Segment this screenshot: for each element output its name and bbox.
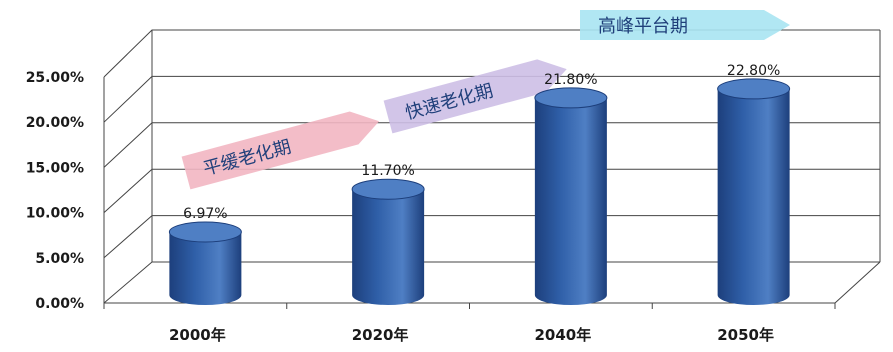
bar-body bbox=[169, 231, 242, 305]
y-tick-label: 15.00% bbox=[26, 160, 84, 176]
arrow-shape bbox=[181, 111, 380, 190]
bar-top bbox=[717, 78, 791, 100]
y-tick-label: 5.00% bbox=[35, 251, 84, 267]
x-tick-label: 2040年 bbox=[535, 326, 592, 344]
data-label: 6.97% bbox=[183, 206, 227, 222]
arrow-shape bbox=[580, 10, 790, 40]
x-tick-label: 2020年 bbox=[352, 326, 409, 344]
axes: 0.00% 5.00% 10.00% 15.00% 20.00% 25.00% bbox=[26, 30, 881, 312]
bar bbox=[351, 178, 425, 305]
bar bbox=[534, 87, 608, 305]
y-tick-label: 10.00% bbox=[26, 206, 84, 222]
bar bbox=[168, 221, 242, 305]
x-tick-label: 2000年 bbox=[169, 326, 226, 344]
bar-body bbox=[717, 88, 790, 305]
bar-top bbox=[168, 221, 242, 243]
bars bbox=[168, 78, 791, 305]
bar-body bbox=[534, 97, 607, 305]
annotation-arrow: 平缓老化期 bbox=[181, 111, 380, 190]
y-tick-label: 0.00% bbox=[35, 296, 84, 312]
data-label: 22.80% bbox=[727, 63, 780, 79]
bar-body bbox=[352, 189, 425, 305]
y-tick-label: 25.00% bbox=[26, 70, 84, 86]
bar-top bbox=[534, 87, 608, 109]
annotation-arrow: 高峰平台期 bbox=[580, 10, 790, 40]
floor-right-edge bbox=[834, 261, 881, 304]
x-tick-label: 2050年 bbox=[717, 326, 774, 344]
labels: 6.97% 2000年 11.70% 2020年 21.80% 2040年 22.80% 20… bbox=[169, 63, 780, 344]
arrow-shape bbox=[383, 59, 567, 134]
data-label: 21.80% bbox=[544, 72, 597, 88]
y-tick-label: 20.00% bbox=[26, 115, 84, 131]
data-label: 11.70% bbox=[361, 163, 414, 179]
annotation-text: 高峰平台期 bbox=[598, 16, 688, 37]
bar-top bbox=[351, 178, 425, 200]
bar bbox=[717, 78, 791, 305]
